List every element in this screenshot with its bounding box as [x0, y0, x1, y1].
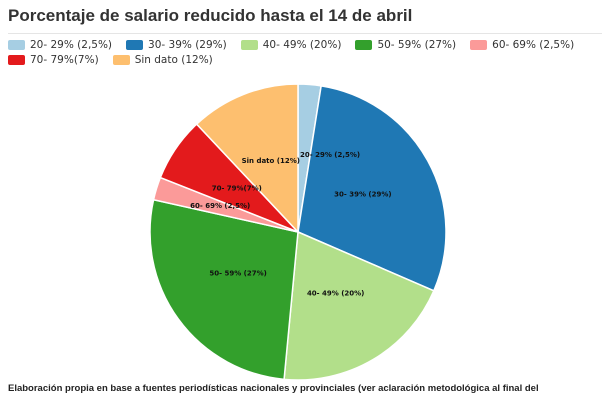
legend-label: 20- 29% (2,5%): [30, 39, 113, 51]
legend-label: 70- 79%(7%): [30, 54, 99, 66]
divider: [8, 33, 602, 34]
pie-slice[interactable]: [195, 83, 299, 234]
pie-slice[interactable]: [149, 198, 299, 380]
pie-slice[interactable]: [283, 230, 435, 380]
legend-label: 40- 49% (20%): [262, 39, 342, 51]
legend-label: 50- 59% (27%): [377, 39, 457, 51]
pie-chart: 20- 29% (2,5%) 30- 39% (29%) 40- 49% (20%)…: [149, 83, 447, 380]
legend-item[interactable]: 50- 59% (27%): [355, 39, 456, 51]
slice-label: 40- 49% (20%): [307, 290, 364, 298]
legend-swatch: [8, 55, 25, 65]
legend-label: Sin dato (12%): [134, 54, 213, 66]
legend-item[interactable]: 30- 39% (29%): [126, 39, 227, 51]
slice-label: 70- 79%(7%): [212, 184, 262, 192]
footer-note: Elaboración propia en base a fuentes per…: [8, 383, 539, 394]
legend-label: 30- 39% (29%): [148, 39, 227, 51]
slice-label: 50- 59% (27%): [209, 269, 266, 277]
slice-label: 20- 29% (2,5%): [300, 151, 360, 159]
slice-label: 60- 69% (2,5%): [190, 202, 250, 210]
slice-label: 30- 39% (29%): [334, 190, 391, 198]
legend-item[interactable]: 40- 49% (20%): [240, 39, 342, 51]
chart-title: Porcentaje de salario reducido hasta el …: [8, 6, 413, 25]
legend-swatch: [470, 40, 488, 50]
legend-item[interactable]: 70- 79%(7%): [8, 54, 99, 66]
legend-swatch: [355, 40, 373, 50]
legend-item[interactable]: Sin dato (12%): [112, 54, 213, 66]
legend-label: 60- 69% (2,5%): [492, 39, 575, 51]
pie-slice[interactable]: [297, 84, 447, 292]
legend-swatch: [112, 55, 130, 65]
legend: 20- 29% (2,5%) 30- 39% (29%) 40- 49% (20%)…: [8, 39, 602, 66]
legend-swatch: [8, 40, 25, 50]
slice-label: Sin dato (12%): [242, 157, 300, 165]
legend-item[interactable]: 20- 29% (2,5%): [8, 39, 112, 51]
legend-swatch: [240, 40, 258, 50]
legend-item[interactable]: 60- 69% (2,5%): [470, 39, 574, 51]
legend-swatch: [126, 40, 144, 50]
